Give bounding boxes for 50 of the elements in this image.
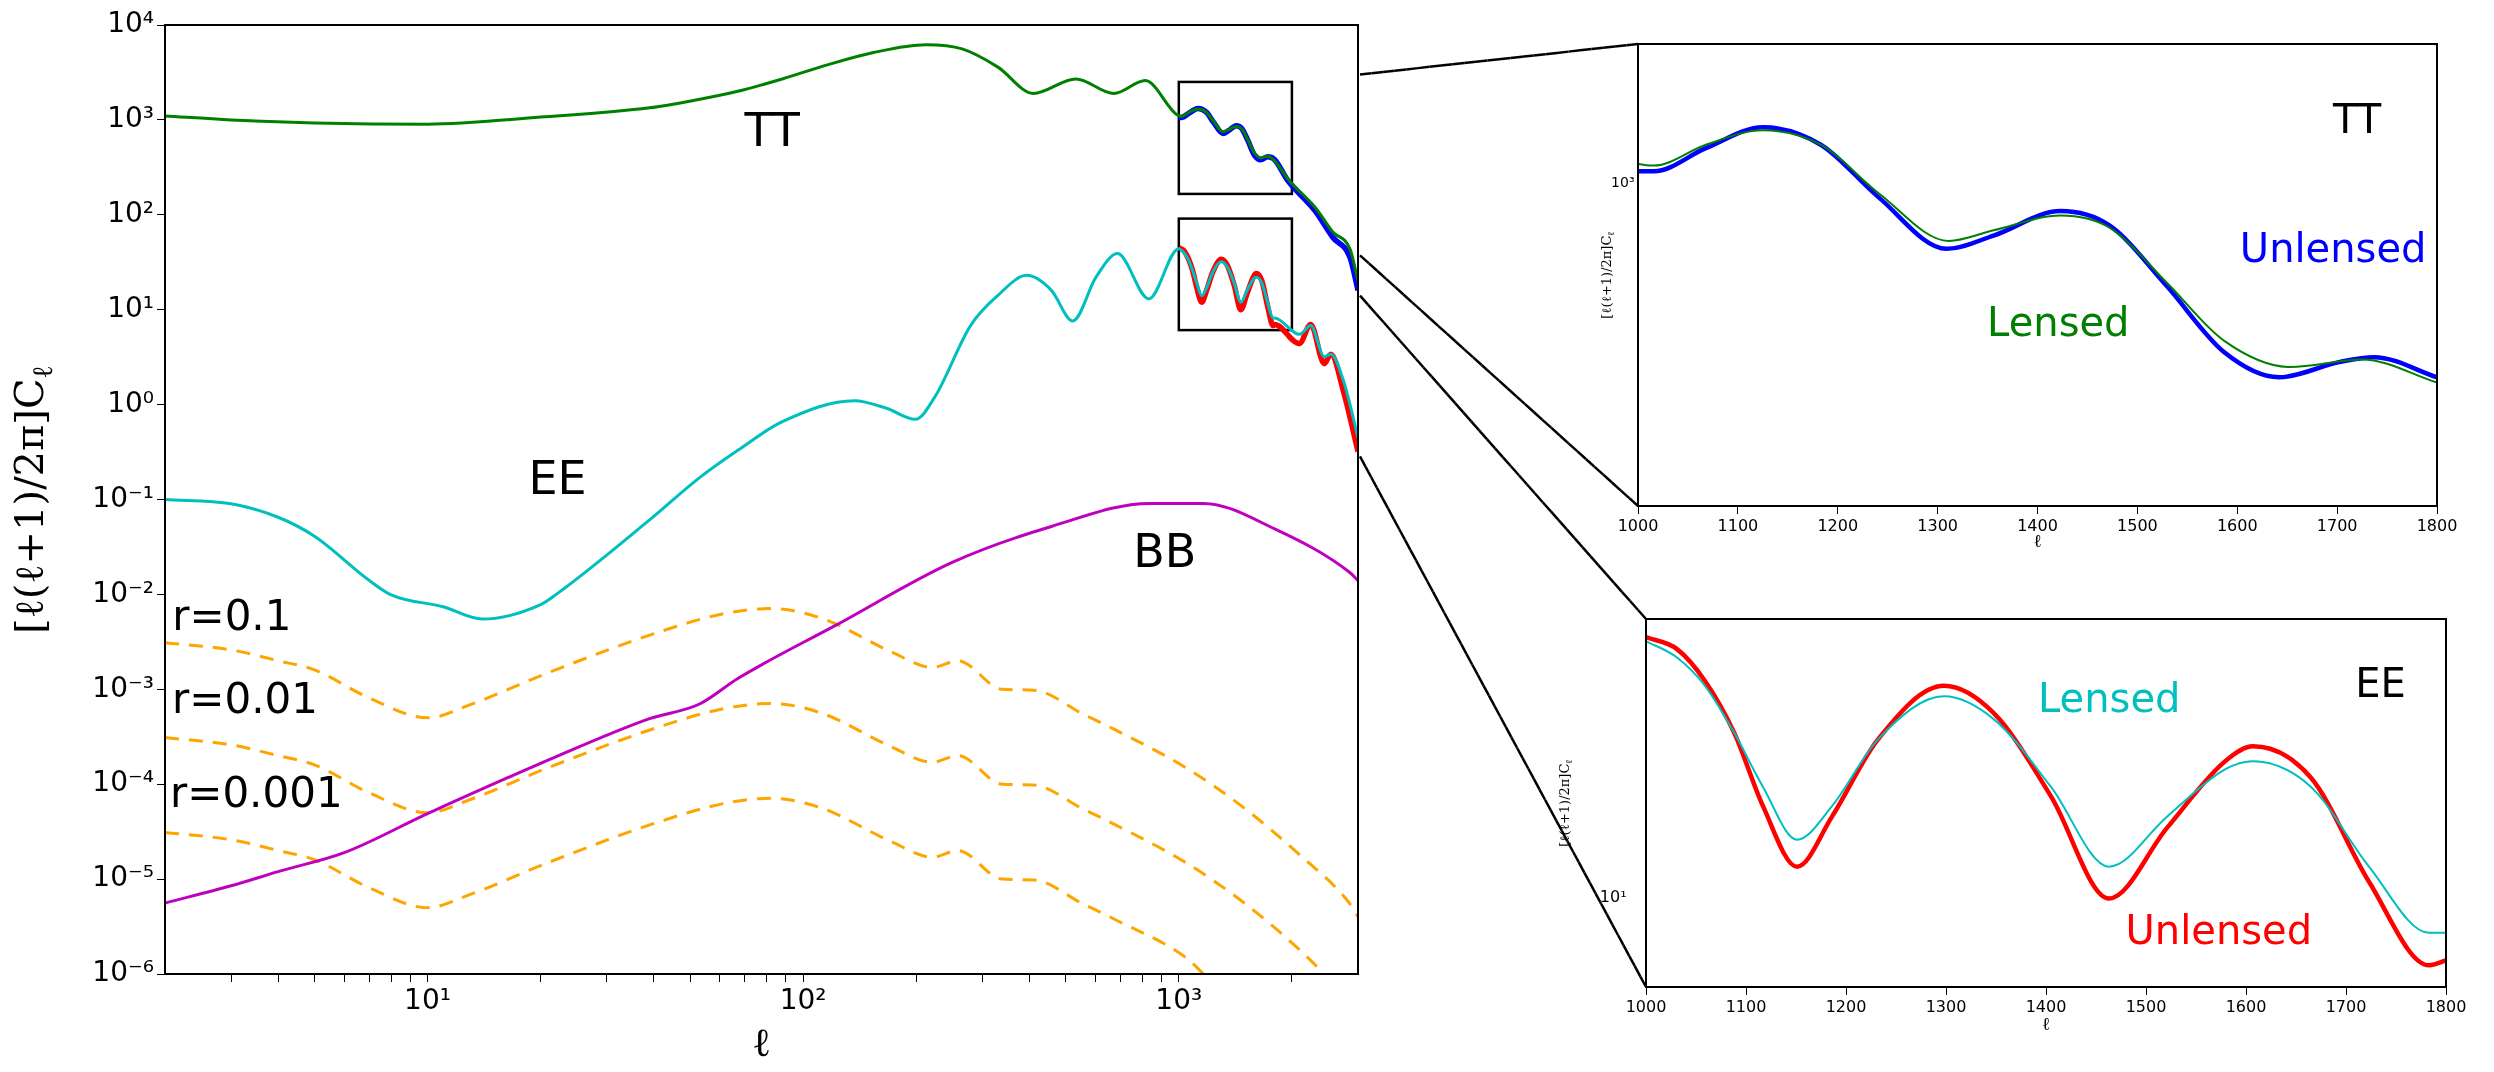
series-label: Lensed [2038,674,2181,721]
x-tick-label: 10² [779,983,827,1017]
x-tick-label: 1800 [2416,515,2458,535]
y-tick-label: 10⁻⁶ [92,955,154,989]
y-tick-label: 10⁴ [107,6,154,40]
annotation: r=0.1 [172,590,292,640]
x-tick-label: 1500 [2125,996,2167,1016]
x-tick-label: 1500 [2117,515,2158,535]
y-tick-label: 10⁻² [92,575,154,609]
annotation: TT [2332,95,2382,142]
text: 10¹ [1599,887,1627,907]
y-tick-label: 10⁻¹ [92,480,154,514]
x-tick-label: 1300 [1925,996,1967,1016]
series-label: Lensed [1987,299,2130,346]
y-tick-label: 10⁰ [107,385,154,419]
y-axis-title: [ℓ(ℓ+1)/2π]Cℓ [1556,759,1574,847]
y-axis-title: [ℓ(ℓ+1)/2π]Cℓ [1599,231,1617,319]
x-tick-label: 1100 [1717,515,1759,535]
x-tick-label: 1800 [2425,996,2467,1016]
x-tick-label: 1600 [2225,996,2267,1016]
y-axis-title: [ℓ(ℓ+1)/2π]Cℓ [6,365,60,634]
x-tick-label: 1000 [1617,515,1659,535]
x-tick-label: 1700 [2325,996,2367,1016]
x-tick-label: 1200 [1817,515,1859,535]
x-axis-title: ℓ [2041,1013,2051,1035]
x-tick-label: 1200 [1825,996,1867,1016]
annotation: r=0.01 [171,674,318,724]
y-tick-label: 10² [107,196,154,230]
text: 10³ [1611,173,1635,190]
x-tick-label: 1400 [2025,996,2067,1016]
y-tick-label: 10⁻⁴ [92,765,154,799]
x-tick-label: 1700 [2316,515,2358,535]
y-tick-label: 10¹ [107,290,154,324]
y-tick-label: 10⁻³ [92,670,154,704]
x-tick-label: 10³ [1155,983,1203,1017]
x-tick-label: 1600 [2216,515,2258,535]
series-label: Unlensed [2125,907,2313,954]
annotation: r=0.001 [169,768,343,818]
y-tick-label: 10³ [107,101,154,135]
annotation: BB [1133,524,1197,579]
series-label: Unlensed [2239,225,2427,272]
x-tick-label: 1100 [1725,996,1767,1016]
x-axis-title: ℓ [751,1019,772,1066]
annotation: EE [528,451,587,506]
annotation: EE [2355,660,2406,707]
x-tick-label: 1300 [1917,515,1958,535]
x-tick-label: 10¹ [404,983,451,1017]
annotation: TT [743,102,801,157]
y-tick-label: 10⁻⁵ [92,860,154,894]
x-tick-label: 1000 [1625,996,1667,1016]
